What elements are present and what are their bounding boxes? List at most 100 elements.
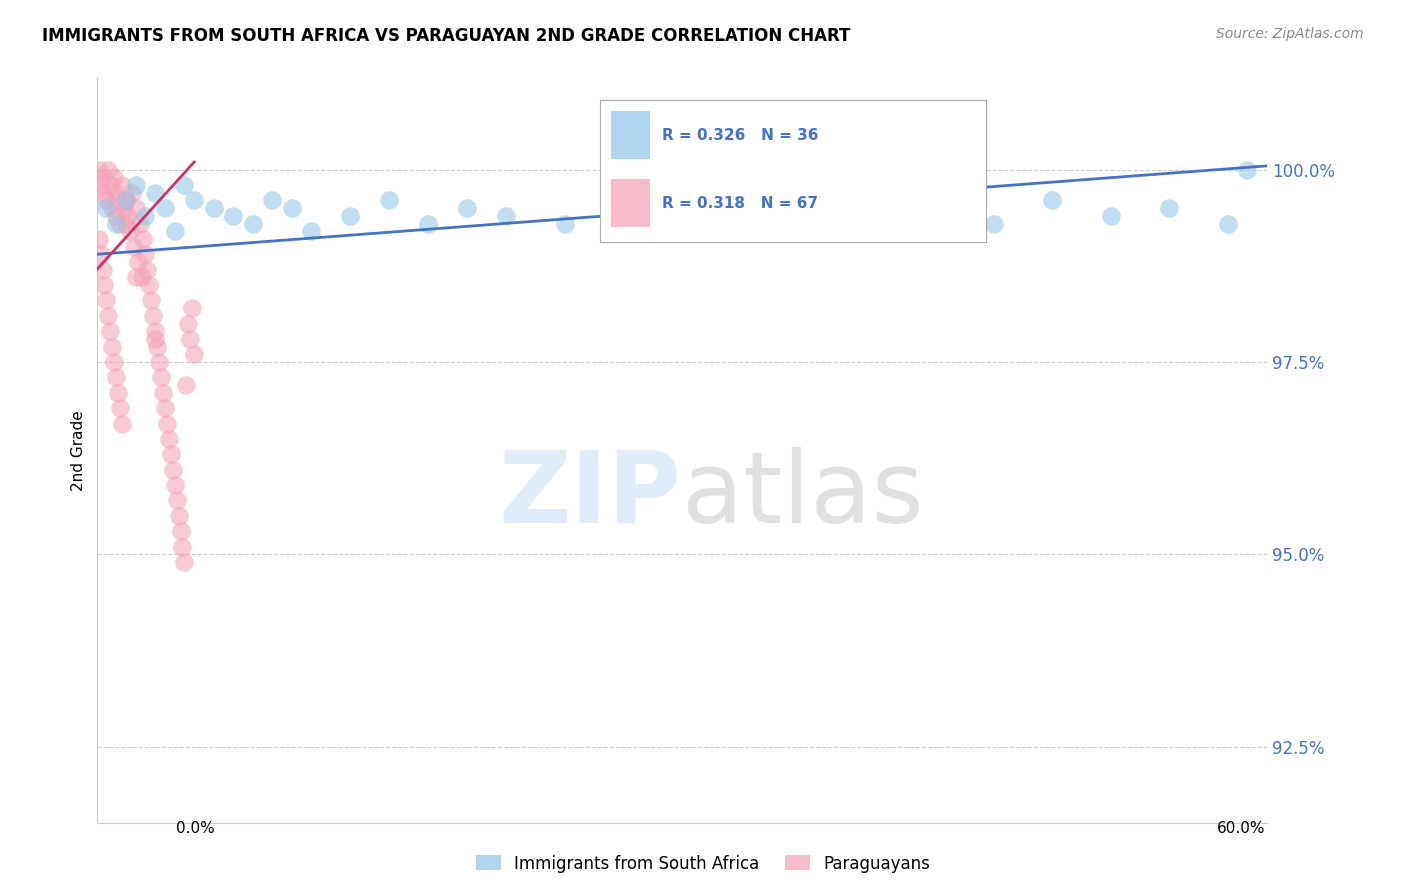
Point — [173, 178, 195, 193]
Point — [169, 524, 191, 539]
Point — [157, 432, 180, 446]
Point — [156, 417, 179, 431]
Point — [93, 278, 115, 293]
Point — [87, 162, 110, 177]
Point — [1040, 194, 1063, 208]
Point — [418, 217, 440, 231]
Y-axis label: 2nd Grade: 2nd Grade — [72, 410, 86, 491]
Point — [173, 555, 195, 569]
Point — [554, 217, 576, 231]
Point — [787, 201, 810, 215]
Point — [96, 201, 118, 215]
Point — [101, 201, 124, 215]
Point — [176, 378, 198, 392]
Point — [112, 201, 135, 215]
Point — [866, 224, 889, 238]
Point — [612, 201, 634, 215]
Text: 0.0%: 0.0% — [176, 821, 215, 836]
Point — [181, 301, 204, 315]
Point — [115, 194, 138, 208]
Point — [167, 508, 190, 523]
Point — [105, 370, 128, 384]
Point — [1099, 209, 1122, 223]
Text: 60.0%: 60.0% — [1218, 821, 1265, 836]
Point — [103, 355, 125, 369]
Point — [262, 194, 284, 208]
Point — [97, 162, 120, 177]
Point — [163, 478, 186, 492]
Point — [924, 201, 946, 215]
Point — [339, 209, 361, 223]
Point — [1236, 162, 1258, 177]
Point — [1216, 217, 1239, 231]
Point — [172, 540, 194, 554]
Point — [150, 370, 173, 384]
Point — [153, 401, 176, 416]
Point — [143, 186, 166, 200]
Point — [671, 209, 693, 223]
Text: Source: ZipAtlas.com: Source: ZipAtlas.com — [1216, 27, 1364, 41]
Point — [98, 178, 121, 193]
Point — [138, 278, 160, 293]
Legend: Immigrants from South Africa, Paraguayans: Immigrants from South Africa, Paraguayan… — [470, 848, 936, 880]
Point — [91, 170, 114, 185]
Point — [710, 194, 733, 208]
Point — [152, 385, 174, 400]
Point — [222, 209, 245, 223]
Point — [111, 178, 134, 193]
Point — [93, 186, 115, 200]
Point — [103, 170, 125, 185]
Point — [97, 309, 120, 323]
Point — [495, 209, 517, 223]
Point — [134, 209, 156, 223]
Point — [146, 340, 169, 354]
Point — [163, 224, 186, 238]
Point — [183, 347, 205, 361]
Point — [827, 209, 849, 223]
Point — [115, 194, 138, 208]
Point — [90, 247, 112, 261]
Point — [183, 194, 205, 208]
Point — [748, 217, 770, 231]
Point — [111, 417, 134, 431]
Point — [179, 332, 201, 346]
Point — [117, 209, 139, 223]
Point — [143, 332, 166, 346]
Point — [105, 186, 128, 200]
Point — [141, 293, 163, 308]
Point — [105, 209, 128, 223]
Point — [107, 194, 129, 208]
Text: IMMIGRANTS FROM SOUTH AFRICA VS PARAGUAYAN 2ND GRADE CORRELATION CHART: IMMIGRANTS FROM SOUTH AFRICA VS PARAGUAY… — [42, 27, 851, 45]
Point — [177, 317, 200, 331]
Point — [242, 217, 264, 231]
Point — [127, 255, 149, 269]
Point — [153, 201, 176, 215]
Point — [90, 178, 112, 193]
Point — [132, 232, 155, 246]
Point — [134, 247, 156, 261]
Point — [131, 270, 153, 285]
Point — [162, 463, 184, 477]
Point — [108, 217, 131, 231]
Point — [983, 217, 1005, 231]
Point — [299, 224, 322, 238]
Point — [159, 447, 181, 461]
Point — [280, 201, 302, 215]
Point — [378, 194, 401, 208]
Point — [87, 232, 110, 246]
Point — [98, 324, 121, 338]
Point — [101, 340, 124, 354]
Point — [115, 217, 138, 231]
Point — [121, 186, 143, 200]
Point — [142, 309, 165, 323]
Point — [202, 201, 225, 215]
Point — [166, 493, 188, 508]
Point — [1159, 201, 1181, 215]
Point — [108, 401, 131, 416]
Point — [96, 194, 118, 208]
Point — [148, 355, 170, 369]
Point — [143, 324, 166, 338]
Text: atlas: atlas — [682, 447, 924, 544]
Point — [96, 293, 118, 308]
Point — [107, 385, 129, 400]
